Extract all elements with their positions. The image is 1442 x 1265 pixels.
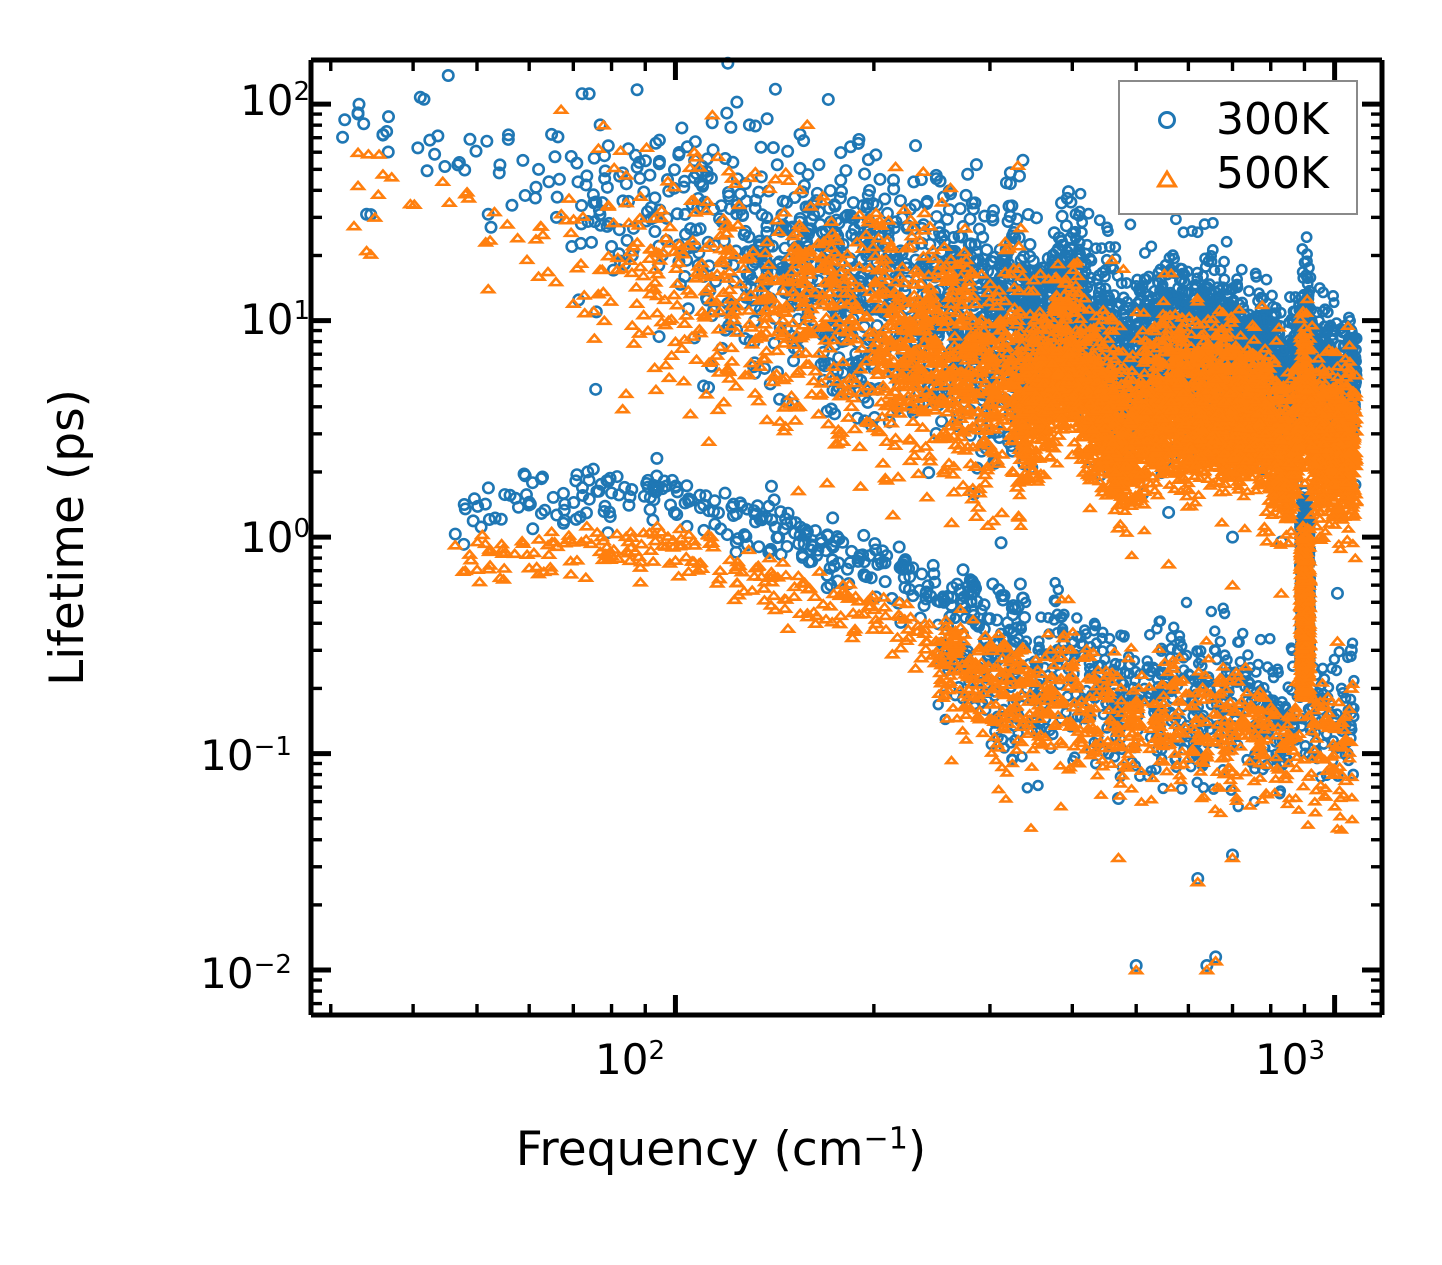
ytick-label-1e2: 102 <box>239 76 310 125</box>
legend-marker-circle-300k <box>1158 111 1176 129</box>
ytick-label-1e1: 101 <box>239 295 310 344</box>
x-axis-title-exponent: −1 <box>863 1121 908 1157</box>
ytick-label-1em1: 10−1 <box>200 731 292 780</box>
x-axis-title-text: Frequency (cm <box>515 1122 864 1177</box>
x-axis-title-close: ) <box>907 1122 927 1177</box>
ytick-label-1e0: 100 <box>239 513 310 562</box>
legend-marker-triangle-500k <box>1155 169 1179 188</box>
y-axis-title: Lifetime (ps) <box>40 389 95 686</box>
x-axis-title: Frequency (cm−1) <box>0 1122 1442 1177</box>
legend-box: 300K 500K <box>1118 80 1358 215</box>
legend-label-300k: 300K <box>1216 94 1329 145</box>
ytick-label-1em2: 10−2 <box>200 949 292 998</box>
legend-label-500k: 500K <box>1216 148 1329 199</box>
axes-frame <box>308 57 1385 1018</box>
legend-markers <box>1155 111 1179 188</box>
xtick-label-1e2: 102 <box>595 1035 666 1084</box>
xtick-label-1e3: 103 <box>1255 1035 1326 1084</box>
y-axis-title-wrapper: Lifetime (ps) <box>40 0 140 1075</box>
series-500k-points <box>345 103 1365 975</box>
